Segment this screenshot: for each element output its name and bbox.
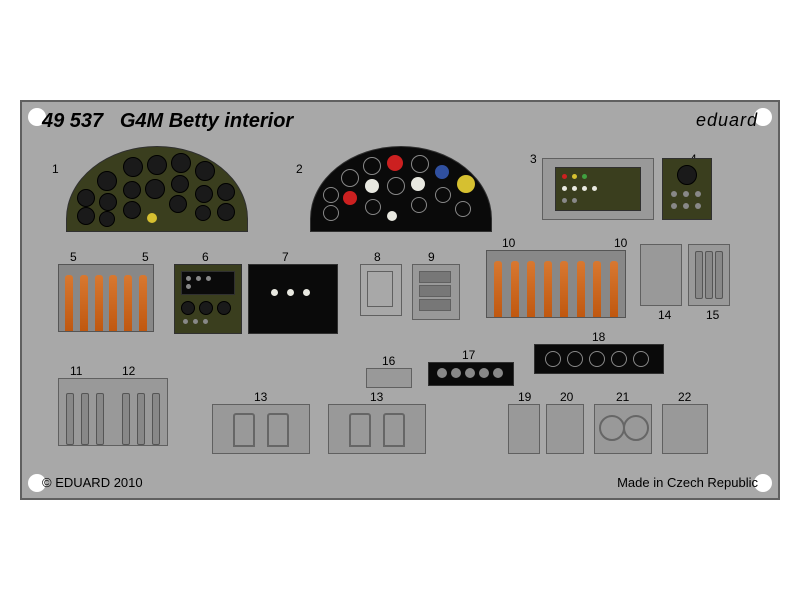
part-number: 2	[296, 162, 303, 176]
part-17	[640, 244, 682, 306]
part-number: 20	[560, 390, 573, 404]
part-number: 3	[530, 152, 537, 166]
title: 49 537 G4M Betty interior	[42, 110, 293, 133]
panel-15	[428, 362, 514, 386]
wheel-21	[594, 404, 652, 454]
part-number: 1	[52, 162, 59, 176]
footer: © EDUARD 2010 Made in Czech Republic	[22, 475, 778, 490]
panel-6	[174, 264, 242, 334]
part-number: 13	[370, 390, 383, 404]
rack-5	[58, 264, 154, 332]
instrument-panel-2	[310, 146, 492, 232]
panel-14	[366, 368, 412, 388]
part-number: 10	[502, 236, 515, 250]
part-number: 10	[614, 236, 627, 250]
part-number: 14	[658, 308, 671, 322]
header: 49 537 G4M Betty interior eduard	[22, 110, 778, 133]
part-number: 18	[592, 330, 605, 344]
part-18	[688, 244, 730, 306]
part-number: 7	[282, 250, 289, 264]
panel-4	[662, 158, 712, 220]
part-number: 5	[142, 250, 149, 264]
instrument-panel-1	[66, 146, 248, 232]
copyright: © EDUARD 2010	[42, 475, 143, 490]
part-number: 22	[678, 390, 691, 404]
part-number: 16	[382, 354, 395, 368]
part-number: 17	[462, 348, 475, 362]
part-number: 19	[518, 390, 531, 404]
frame-8	[360, 264, 402, 316]
made-in: Made in Czech Republic	[617, 475, 758, 490]
panel-9	[412, 264, 460, 320]
part-number: 6	[202, 250, 209, 264]
panel-3	[542, 158, 654, 220]
bracket-22	[662, 404, 708, 454]
part-number: 9	[428, 250, 435, 264]
pedal-13b	[328, 404, 426, 454]
part-number: 15	[706, 308, 719, 322]
part-number: 8	[374, 250, 381, 264]
brand: eduard	[696, 110, 758, 133]
part-number: 21	[616, 390, 629, 404]
bracket-20	[546, 404, 584, 454]
pedal-13a	[212, 404, 310, 454]
tubes-11-12	[58, 378, 168, 446]
bracket-19	[508, 404, 540, 454]
part-number: 5	[70, 250, 77, 264]
product-name: G4M Betty interior	[120, 110, 293, 132]
panel-16	[534, 344, 664, 374]
part-number: 13	[254, 390, 267, 404]
part-number: 11	[70, 364, 82, 378]
rack-10	[486, 250, 626, 318]
product-code: 49 537	[42, 110, 103, 132]
part-number: 12	[122, 364, 135, 378]
etch-sheet: 49 537 G4M Betty interior eduard 1 2	[20, 100, 780, 500]
panel-7	[248, 264, 338, 334]
